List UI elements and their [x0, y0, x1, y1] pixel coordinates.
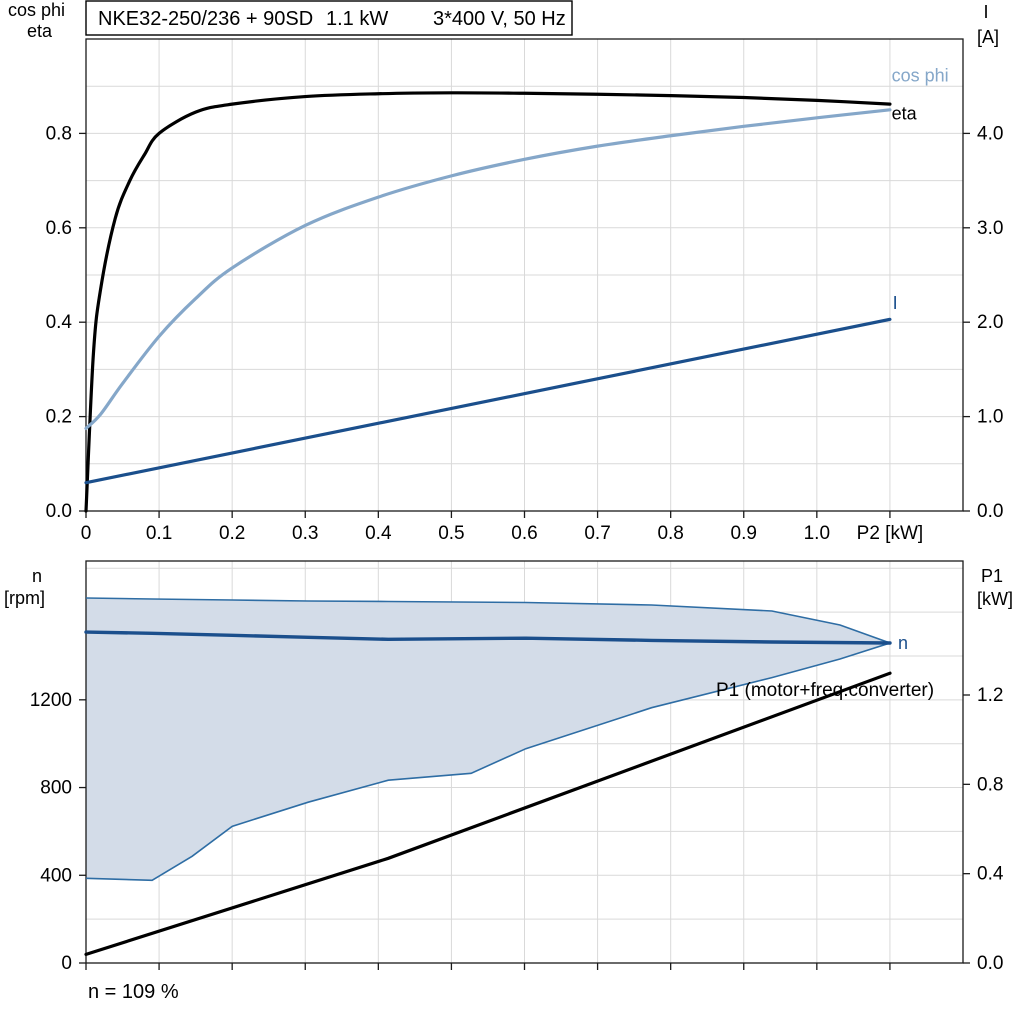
- svg-text:0.8: 0.8: [977, 774, 1003, 795]
- svg-text:cos phi: cos phi: [892, 66, 949, 86]
- svg-text:eta: eta: [27, 21, 53, 41]
- svg-text:n: n: [32, 566, 42, 586]
- svg-text:0.2: 0.2: [219, 523, 245, 544]
- svg-text:[kW]: [kW]: [977, 589, 1013, 609]
- svg-text:0.0: 0.0: [977, 953, 1003, 974]
- svg-text:2.0: 2.0: [977, 312, 1003, 333]
- svg-text:1.0: 1.0: [977, 407, 1003, 428]
- svg-text:cos phi: cos phi: [8, 0, 65, 20]
- svg-text:0.0: 0.0: [977, 501, 1003, 522]
- svg-text:0.2: 0.2: [46, 407, 72, 428]
- svg-text:n: n: [898, 633, 908, 653]
- svg-text:P1 (motor+freq.converter): P1 (motor+freq.converter): [716, 680, 934, 701]
- svg-text:0.9: 0.9: [731, 523, 757, 544]
- svg-text:3.0: 3.0: [977, 218, 1003, 239]
- svg-text:0.8: 0.8: [657, 523, 683, 544]
- svg-text:0.4: 0.4: [46, 312, 73, 333]
- svg-text:0.8: 0.8: [46, 123, 72, 144]
- svg-text:[rpm]: [rpm]: [4, 588, 45, 608]
- svg-text:0.3: 0.3: [292, 523, 318, 544]
- svg-text:0: 0: [61, 953, 72, 974]
- svg-text:0.5: 0.5: [438, 523, 464, 544]
- svg-text:0.6: 0.6: [511, 523, 537, 544]
- svg-text:0.7: 0.7: [584, 523, 610, 544]
- svg-text:0.4: 0.4: [365, 523, 392, 544]
- svg-text:1200: 1200: [30, 690, 72, 711]
- svg-text:1.0: 1.0: [804, 523, 830, 544]
- svg-text:I: I: [893, 293, 898, 313]
- svg-text:eta: eta: [892, 104, 918, 124]
- svg-text:0: 0: [81, 523, 92, 544]
- svg-text:800: 800: [40, 778, 72, 799]
- svg-text:0.4: 0.4: [977, 864, 1004, 885]
- svg-text:1.2: 1.2: [977, 685, 1003, 706]
- svg-text:P2 [kW]: P2 [kW]: [857, 523, 924, 544]
- svg-text:[A]: [A]: [977, 27, 999, 47]
- svg-text:0.0: 0.0: [46, 501, 72, 522]
- svg-text:P1: P1: [981, 566, 1003, 586]
- svg-text:I: I: [983, 2, 988, 22]
- svg-text:0.6: 0.6: [46, 218, 72, 239]
- svg-text:4.0: 4.0: [977, 123, 1003, 144]
- svg-text:n = 109 %: n = 109 %: [88, 981, 179, 1003]
- svg-text:0.1: 0.1: [146, 523, 172, 544]
- svg-text:400: 400: [40, 865, 72, 886]
